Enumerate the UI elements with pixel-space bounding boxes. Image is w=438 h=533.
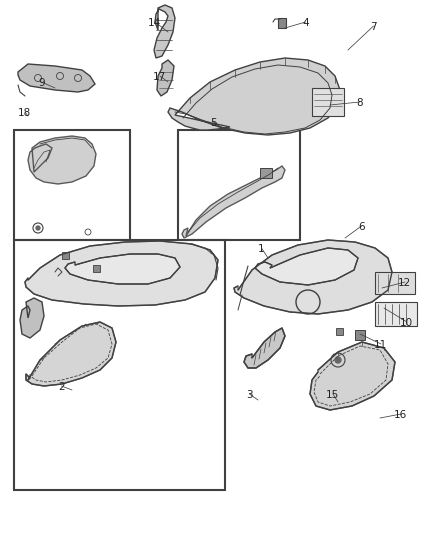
- Text: 4: 4: [302, 18, 309, 28]
- Text: 5: 5: [210, 118, 217, 128]
- Polygon shape: [154, 5, 175, 58]
- Circle shape: [298, 292, 318, 312]
- Polygon shape: [182, 166, 285, 238]
- Bar: [355, 330, 365, 340]
- Text: 15: 15: [326, 390, 339, 400]
- Text: 8: 8: [356, 98, 363, 108]
- Bar: [375, 302, 417, 326]
- Bar: [312, 88, 344, 116]
- Text: 17: 17: [153, 72, 166, 82]
- Polygon shape: [25, 241, 218, 306]
- Polygon shape: [65, 254, 180, 284]
- Text: 18: 18: [18, 108, 31, 118]
- Text: 11: 11: [374, 340, 387, 350]
- Polygon shape: [20, 298, 44, 338]
- Text: 16: 16: [394, 410, 407, 420]
- Bar: [62, 252, 69, 259]
- Polygon shape: [157, 60, 174, 96]
- Text: 6: 6: [358, 222, 364, 232]
- Text: 3: 3: [246, 390, 253, 400]
- Text: 9: 9: [38, 78, 45, 88]
- Text: 1: 1: [258, 244, 265, 254]
- Circle shape: [36, 226, 40, 230]
- Circle shape: [335, 357, 341, 363]
- Polygon shape: [234, 240, 392, 314]
- Polygon shape: [244, 328, 285, 368]
- Bar: [260, 168, 272, 178]
- Text: 10: 10: [400, 318, 413, 328]
- Bar: [336, 328, 343, 335]
- Bar: [14, 240, 225, 490]
- Polygon shape: [168, 58, 340, 135]
- Text: 14: 14: [148, 18, 161, 28]
- Bar: [375, 272, 415, 294]
- Polygon shape: [26, 322, 116, 386]
- Bar: [93, 265, 100, 272]
- Polygon shape: [28, 136, 96, 184]
- Text: 2: 2: [58, 382, 65, 392]
- Polygon shape: [255, 248, 358, 285]
- Bar: [14, 130, 130, 240]
- Bar: [178, 130, 300, 240]
- Text: 7: 7: [370, 22, 377, 32]
- Polygon shape: [310, 342, 395, 410]
- Polygon shape: [18, 64, 95, 92]
- Bar: [278, 18, 286, 28]
- Text: 12: 12: [398, 278, 411, 288]
